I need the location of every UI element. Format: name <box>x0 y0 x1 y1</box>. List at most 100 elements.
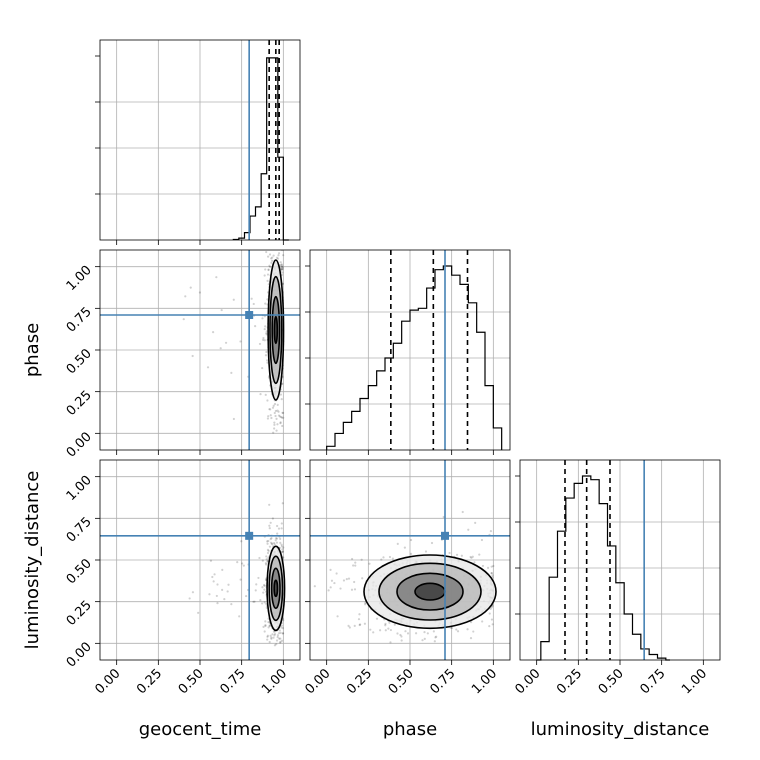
sample-point <box>450 626 454 630</box>
sample-point <box>267 626 270 629</box>
sample-point <box>335 572 338 575</box>
sample-point <box>404 630 407 633</box>
x-tick-label-geocent_time-1: 0.25 <box>134 666 165 697</box>
sample-point <box>275 256 279 259</box>
sample-point <box>426 632 429 635</box>
sample-point <box>268 408 271 411</box>
sample-point <box>481 564 485 568</box>
sample-point <box>269 538 272 541</box>
sample-point <box>266 399 269 402</box>
sample-point <box>215 594 218 598</box>
sample-point <box>267 620 270 624</box>
sample-point <box>226 590 229 593</box>
sample-point <box>488 612 491 615</box>
sample-point <box>276 248 278 250</box>
sample-point <box>281 266 284 269</box>
joint-density-luminosity_distance-vs-phase <box>310 460 510 660</box>
sample-point <box>357 618 361 621</box>
sample-point <box>359 623 362 626</box>
y-tick-label-phase-0: 0.00 <box>64 430 95 461</box>
sample-point <box>281 271 284 274</box>
sample-point <box>266 417 270 420</box>
sample-point <box>313 585 316 588</box>
sample-point <box>391 557 395 560</box>
sample-point <box>281 265 284 268</box>
sample-point <box>252 302 255 306</box>
sample-point <box>275 537 279 540</box>
sample-point <box>261 559 264 562</box>
sample-point <box>350 588 354 591</box>
sample-point <box>281 382 284 385</box>
y-tick-label-luminosity_distance-4: 1.00 <box>64 473 95 504</box>
sample-point <box>268 524 271 527</box>
sample-point <box>387 627 390 630</box>
sample-point <box>265 250 268 254</box>
sample-point <box>273 542 276 545</box>
sample-point <box>265 235 267 237</box>
sample-point <box>266 634 269 637</box>
sample-point <box>280 415 283 419</box>
sample-point <box>384 622 387 625</box>
x-axis-label-phase: phase <box>383 719 437 740</box>
sample-point <box>361 577 364 580</box>
x-tick-label-luminosity_distance-4: 1.00 <box>679 666 710 697</box>
sample-point <box>198 291 202 294</box>
sample-point <box>279 393 282 396</box>
sample-point <box>242 564 245 567</box>
sample-point <box>240 540 243 543</box>
sample-point <box>409 552 413 555</box>
sample-point <box>215 276 218 279</box>
data-layer <box>100 40 670 661</box>
sample-point <box>388 555 392 559</box>
sample-point <box>261 586 264 589</box>
density-contour-3 <box>273 315 279 345</box>
sample-point <box>273 423 276 426</box>
sample-point <box>280 263 283 266</box>
sample-point <box>253 600 256 603</box>
sample-point <box>262 591 265 594</box>
sample-point <box>255 232 257 234</box>
sample-point <box>239 578 242 581</box>
sample-point <box>265 555 268 558</box>
sample-point <box>263 630 266 633</box>
sample-point <box>435 635 438 638</box>
sample-point <box>345 578 348 581</box>
sample-point <box>264 620 267 623</box>
sample-point <box>282 546 285 549</box>
sample-point <box>280 416 284 419</box>
sample-point <box>268 503 271 506</box>
sample-point <box>363 622 366 625</box>
sample-point <box>274 409 277 413</box>
sample-point <box>213 573 216 576</box>
sample-point <box>211 331 215 334</box>
sample-point <box>274 537 278 540</box>
sample-point <box>232 298 235 301</box>
x-tick-label-phase-1: 0.25 <box>344 666 375 697</box>
sample-point <box>268 253 272 256</box>
x-tick-label-geocent_time-4: 1.00 <box>259 666 290 697</box>
sample-point <box>281 632 285 635</box>
sample-point <box>281 502 284 505</box>
sample-point <box>264 354 268 357</box>
sample-point <box>478 553 481 556</box>
sample-point <box>277 218 279 220</box>
sample-point <box>490 571 493 575</box>
x-tick-label-luminosity_distance-2: 0.50 <box>596 666 627 697</box>
x-tick-label-phase-0: 0.00 <box>302 666 333 697</box>
sample-point <box>273 421 276 424</box>
sample-point <box>396 542 399 545</box>
sample-point <box>280 639 284 642</box>
sample-point <box>276 257 280 260</box>
sample-point <box>448 551 451 555</box>
sample-point <box>268 264 271 267</box>
sample-point <box>266 551 270 555</box>
sample-point <box>388 621 391 624</box>
sample-point <box>281 550 285 553</box>
sample-point <box>470 556 473 559</box>
sample-point <box>471 555 474 558</box>
sample-point <box>261 317 264 320</box>
x-tick-label-phase-2: 0.50 <box>386 666 417 697</box>
sample-point <box>265 350 268 354</box>
histogram-luminosity_distance <box>536 475 670 661</box>
